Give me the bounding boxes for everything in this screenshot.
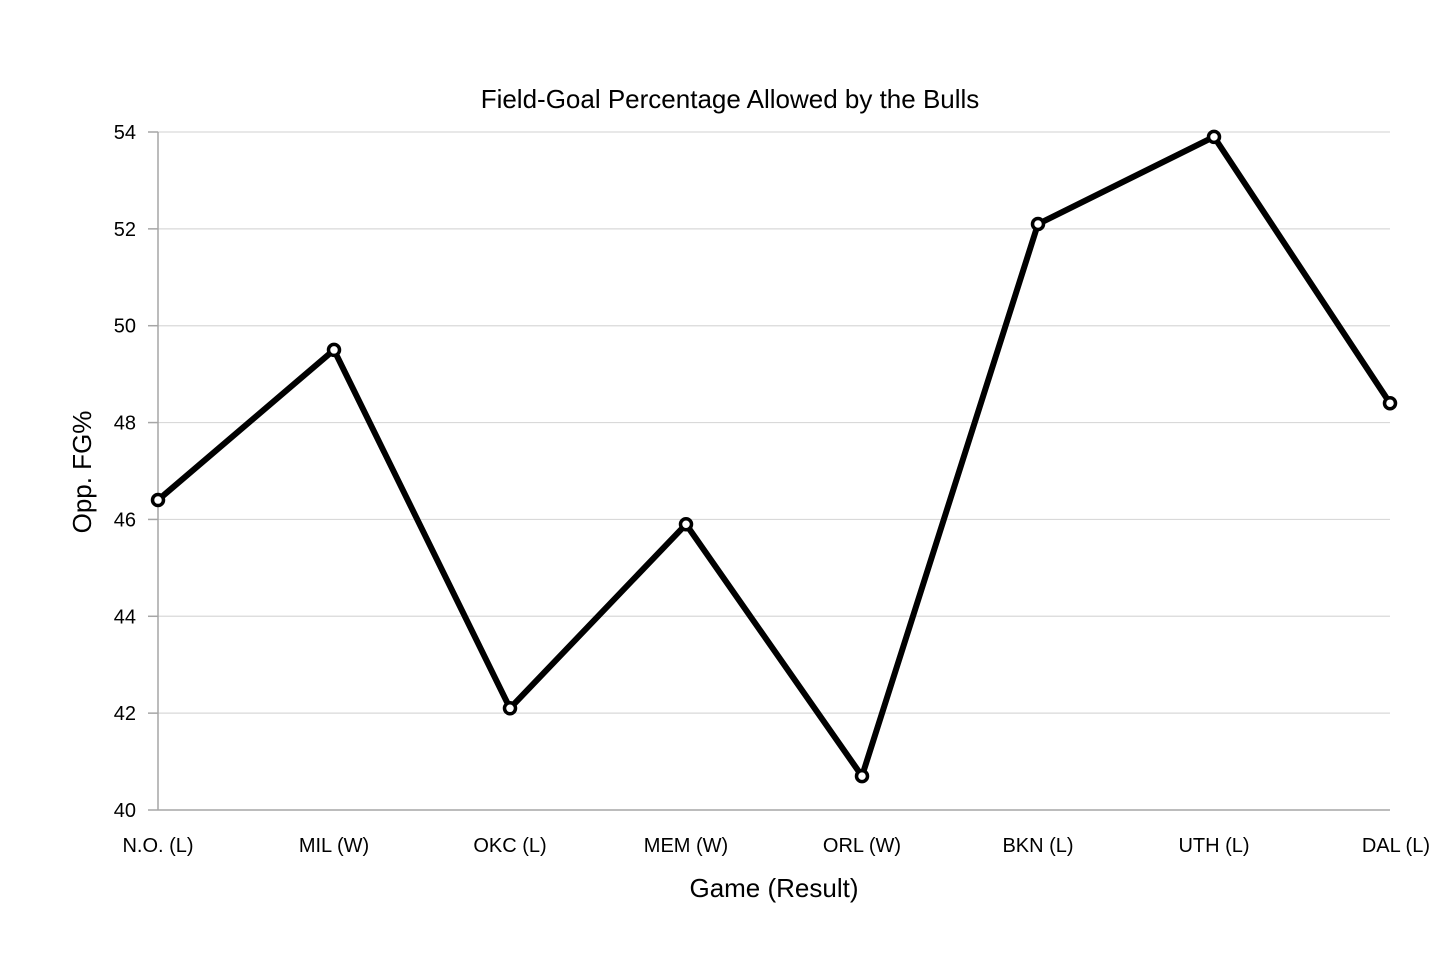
x-tick-label: N.O. (L) [122,835,193,857]
series-line [155,133,1393,780]
x-tick-labels: N.O. (L) MIL (W) OKC (L) MEM (W) ORL (W) BKN … [122,835,1430,857]
data-point-marker [502,701,518,716]
y-tick-label: 54 [114,122,136,144]
data-point-marker [854,768,870,784]
x-tick-label: BKN (L) [1002,835,1073,857]
y-tick-label: 48 [114,413,136,435]
axes [148,131,1390,811]
data-point-marker [1206,129,1222,145]
y-tick-label: 44 [114,606,136,628]
x-tick-label: OKC (L) [473,835,546,857]
x-tick-label: MEM (W) [644,835,728,857]
gridlines [158,131,1390,714]
data-point-marker [326,342,342,358]
y-tick-label: 50 [114,316,136,338]
y-tick-label: 52 [114,219,136,241]
y-axis-label: Opp. FG% [67,411,97,534]
data-point-marker [150,492,166,508]
y-tick-labels: 40 42 44 46 48 50 52 54 [114,122,136,822]
x-tick-label: UTH (L) [1178,835,1249,857]
chart-title: Field-Goal Percentage Allowed by the Bul… [481,84,980,114]
data-point-marker [678,517,694,532]
x-tick-label: DAL (L) [1362,835,1430,857]
data-point-marker [1382,395,1398,411]
x-axis-label: Game (Result) [689,873,858,903]
data-series [150,129,1398,784]
x-tick-label: MIL (W) [299,835,369,857]
y-tick-label: 42 [114,703,136,725]
x-tick-label: ORL (W) [823,835,901,857]
y-tick-label: 46 [114,509,136,531]
y-tick-label: 40 [114,800,136,822]
data-point-marker [1030,216,1046,232]
